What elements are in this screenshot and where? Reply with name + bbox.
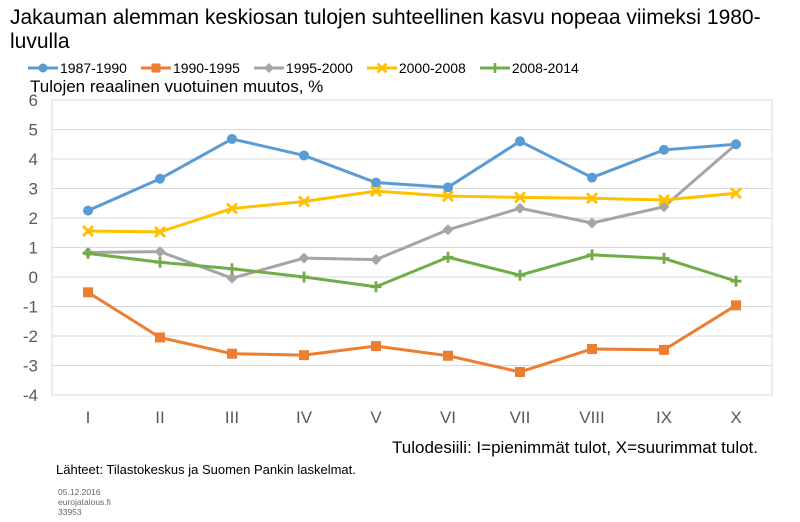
legend-item-1987-1990: 1987-1990 — [28, 60, 127, 76]
data-point — [298, 252, 310, 264]
x-tick-label: IV — [296, 408, 313, 427]
data-point — [82, 224, 94, 237]
series-line-2000-2008 — [87, 189, 737, 234]
y-tick-label: -1 — [23, 298, 38, 317]
x-tick-label: V — [370, 408, 382, 427]
data-point — [154, 246, 166, 258]
data-point — [659, 144, 669, 155]
data-point — [515, 366, 525, 377]
data-point — [226, 272, 238, 284]
data-point — [442, 251, 454, 263]
data-point — [586, 217, 598, 229]
data-point — [370, 254, 382, 266]
data-point — [226, 263, 238, 275]
chart-title: Jakauman alemman keskiosan tulojen suhte… — [10, 6, 761, 53]
data-point — [298, 271, 310, 283]
data-point — [154, 256, 166, 268]
y-tick-label: -2 — [23, 327, 38, 346]
data-point — [82, 247, 94, 259]
data-point — [586, 249, 598, 261]
data-point — [731, 139, 741, 150]
data-point — [442, 190, 454, 203]
legend-label: 2000-2008 — [398, 60, 466, 76]
legend-marker-square-icon — [140, 63, 171, 73]
footer-info: 05.12.2016 eurojatalous.fi 33953 — [58, 487, 111, 517]
source-note: Lähteet: Tilastokeskus ja Suomen Pankin … — [56, 462, 356, 477]
footer-date: 05.12.2016 — [58, 487, 101, 497]
footer-id: 33953 — [58, 507, 82, 517]
x-tick-label: II — [155, 408, 164, 427]
legend-label: 1990-1995 — [172, 60, 240, 76]
x-tick-label: X — [730, 408, 741, 427]
series-line-1987-1990 — [87, 137, 737, 212]
data-point — [83, 287, 93, 298]
data-point — [443, 182, 453, 193]
data-point — [299, 350, 309, 361]
x-tick-label: VIII — [579, 408, 605, 427]
y-tick-label: -3 — [23, 357, 38, 376]
y-tick-label: -4 — [23, 386, 38, 405]
data-point — [155, 173, 165, 184]
data-point — [371, 177, 381, 188]
data-point — [515, 136, 525, 147]
data-point — [442, 224, 454, 236]
legend-item-2000-2008: 2000-2008 — [366, 60, 466, 76]
data-point — [227, 133, 237, 144]
data-point — [730, 275, 742, 287]
y-tick-label: 0 — [29, 268, 38, 287]
y-tick-label: 1 — [29, 239, 38, 258]
y-tick-label: 4 — [29, 150, 38, 169]
data-point — [155, 332, 165, 343]
y-axis-label: Tulojen reaalinen vuotuinen muutos, % — [30, 77, 324, 96]
data-point — [83, 205, 93, 216]
data-point — [586, 192, 598, 205]
legend-marker-diamond-icon — [253, 63, 284, 73]
data-point — [587, 172, 597, 183]
y-tick-label: 5 — [29, 121, 38, 140]
legend-item-2008-2014: 2008-2014 — [479, 60, 579, 76]
footer-site: eurojatalous.fi — [58, 497, 111, 507]
legend-label: 2008-2014 — [511, 60, 579, 76]
y-tick-label: 3 — [29, 180, 38, 199]
data-point — [226, 202, 238, 215]
x-tick-label: VII — [510, 408, 531, 427]
legend-marker-circle-icon — [28, 63, 58, 73]
data-point — [443, 350, 453, 361]
legend-marker-x-icon — [366, 62, 397, 74]
data-point — [299, 150, 309, 161]
legend-label: 1995-2000 — [285, 60, 353, 76]
data-point — [514, 191, 526, 204]
data-point — [514, 269, 526, 281]
data-point — [514, 202, 526, 214]
data-point — [298, 195, 310, 208]
x-tick-label: III — [225, 408, 239, 427]
data-point — [658, 252, 670, 264]
x-tick-label: VI — [440, 408, 456, 427]
y-tick-label: 2 — [29, 209, 38, 228]
data-point — [587, 343, 597, 354]
legend-item-1995-2000: 1995-2000 — [253, 60, 353, 76]
data-point — [371, 341, 381, 352]
series-line-1990-1995 — [87, 291, 737, 374]
data-point — [659, 344, 669, 355]
data-point — [154, 225, 166, 238]
data-point — [658, 194, 670, 206]
legend-label: 1987-1990 — [60, 60, 127, 76]
y-tick-label: 6 — [29, 91, 38, 110]
legend-marker-plus-icon — [479, 63, 510, 73]
x-axis-title: Tulodesiili: I=pienimmät tulot, X=suurim… — [392, 438, 758, 457]
series-line-2008-2014 — [87, 251, 737, 289]
x-tick-label: IX — [656, 408, 672, 427]
data-point — [731, 300, 741, 311]
data-point — [370, 185, 382, 198]
data-point — [227, 348, 237, 359]
data-point — [730, 187, 742, 200]
data-point — [370, 281, 382, 293]
x-tick-label: I — [86, 408, 91, 427]
legend-item-1990-1995: 1990-1995 — [140, 60, 240, 76]
legend: 1987-1990 1990-1995 1995-2000 2000-2008 … — [28, 58, 593, 78]
